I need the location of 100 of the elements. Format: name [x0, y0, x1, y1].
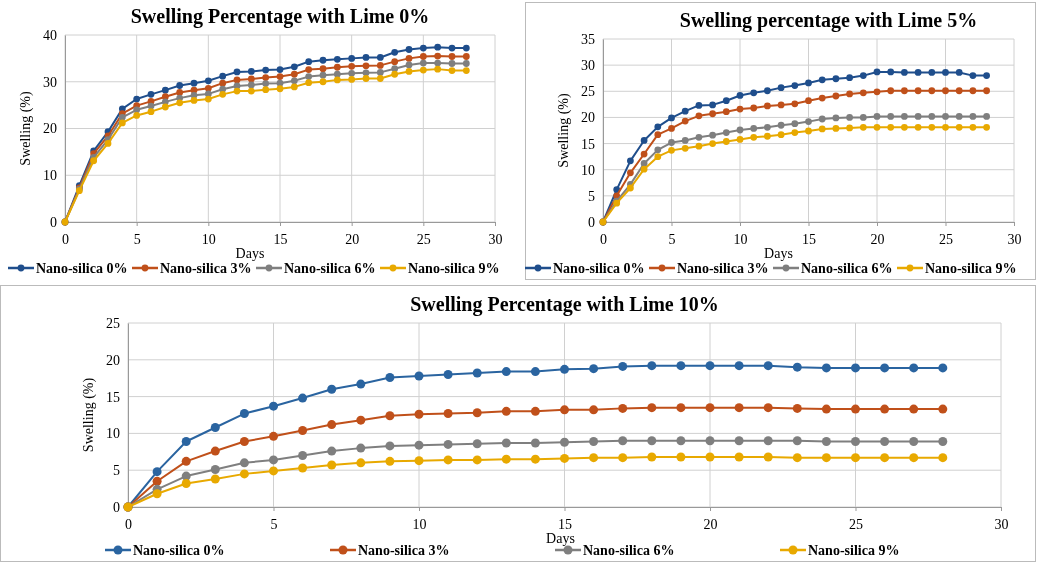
point [928, 69, 936, 76]
point [764, 123, 771, 131]
point [147, 108, 155, 116]
point [176, 99, 184, 107]
chart-title: Swelling percentage with Lime 5% [679, 9, 978, 32]
point [333, 63, 341, 71]
point [290, 63, 298, 71]
y-axis-title: Swelling (%) [556, 93, 572, 168]
point [851, 363, 860, 373]
point [764, 87, 771, 95]
point [530, 406, 540, 416]
point [233, 68, 241, 76]
point [909, 404, 919, 414]
point [736, 126, 744, 134]
point [846, 124, 853, 132]
point [791, 82, 799, 89]
x-tick-label: 20 [703, 516, 718, 532]
point [859, 114, 867, 121]
point [560, 437, 569, 447]
y-tick-label: 25 [581, 84, 595, 100]
y-axis-title: Swelling (%) [18, 91, 34, 166]
x-tick-label: 30 [1007, 231, 1022, 247]
y-tick-label: 20 [43, 121, 57, 137]
point [818, 94, 826, 102]
point [914, 69, 922, 76]
x-tick-label: 5 [133, 231, 141, 247]
legend-label: Nano-silica 9% [808, 543, 900, 558]
point [983, 123, 990, 131]
point [348, 54, 356, 62]
point [627, 184, 634, 192]
point [589, 405, 599, 415]
point [928, 87, 936, 95]
point [640, 165, 648, 173]
point [654, 146, 662, 154]
point [434, 59, 442, 67]
point [880, 453, 890, 463]
y-tick-label: 5 [113, 463, 120, 479]
point [777, 131, 785, 139]
point [676, 361, 686, 371]
point [419, 59, 427, 67]
x-tick-label: 30 [488, 231, 503, 247]
point [530, 438, 540, 448]
point [348, 62, 356, 70]
point [818, 125, 826, 133]
point [356, 379, 366, 389]
point [618, 403, 628, 413]
point [647, 403, 657, 413]
point [887, 87, 895, 95]
point [133, 106, 141, 114]
x-tick-label: 5 [270, 516, 278, 532]
point [705, 436, 715, 446]
point [805, 118, 812, 125]
x-tick-label: 10 [201, 231, 216, 247]
point [901, 87, 908, 95]
legend-label: Nano-silica 6% [801, 261, 893, 276]
point [983, 72, 990, 79]
y-tick-label: 15 [106, 389, 120, 405]
point [247, 68, 255, 75]
point [133, 95, 141, 103]
point [356, 415, 366, 425]
point [983, 87, 990, 95]
x-tick-label: 30 [994, 516, 1009, 532]
point [618, 453, 628, 463]
point [873, 112, 881, 120]
x-tick-label: 10 [733, 231, 748, 247]
point [327, 384, 337, 394]
point [722, 138, 730, 145]
point [734, 403, 744, 413]
legend-label: Nano-silica 0% [553, 261, 645, 276]
point [763, 361, 773, 371]
x-tick-label: 0 [62, 231, 69, 247]
point [887, 112, 895, 120]
point [104, 140, 112, 147]
point [298, 425, 308, 435]
point [472, 455, 482, 465]
point [859, 72, 867, 79]
point [560, 405, 569, 415]
point [501, 454, 511, 464]
point [391, 70, 399, 78]
point [405, 54, 413, 62]
point [414, 456, 424, 466]
point [901, 69, 908, 76]
point [928, 123, 936, 131]
point [443, 439, 453, 449]
point [722, 108, 730, 116]
point [734, 452, 744, 462]
point [928, 112, 936, 120]
y-tick-label: 0 [50, 214, 57, 230]
legend-label: Nano-silica 9% [925, 261, 1017, 276]
point [327, 460, 337, 470]
point [262, 74, 270, 81]
point [709, 131, 716, 139]
point [147, 90, 155, 98]
point [695, 133, 703, 141]
point [90, 157, 98, 165]
point [734, 361, 744, 371]
point [681, 107, 689, 115]
point [152, 467, 162, 477]
point [589, 453, 599, 463]
point [887, 68, 895, 76]
